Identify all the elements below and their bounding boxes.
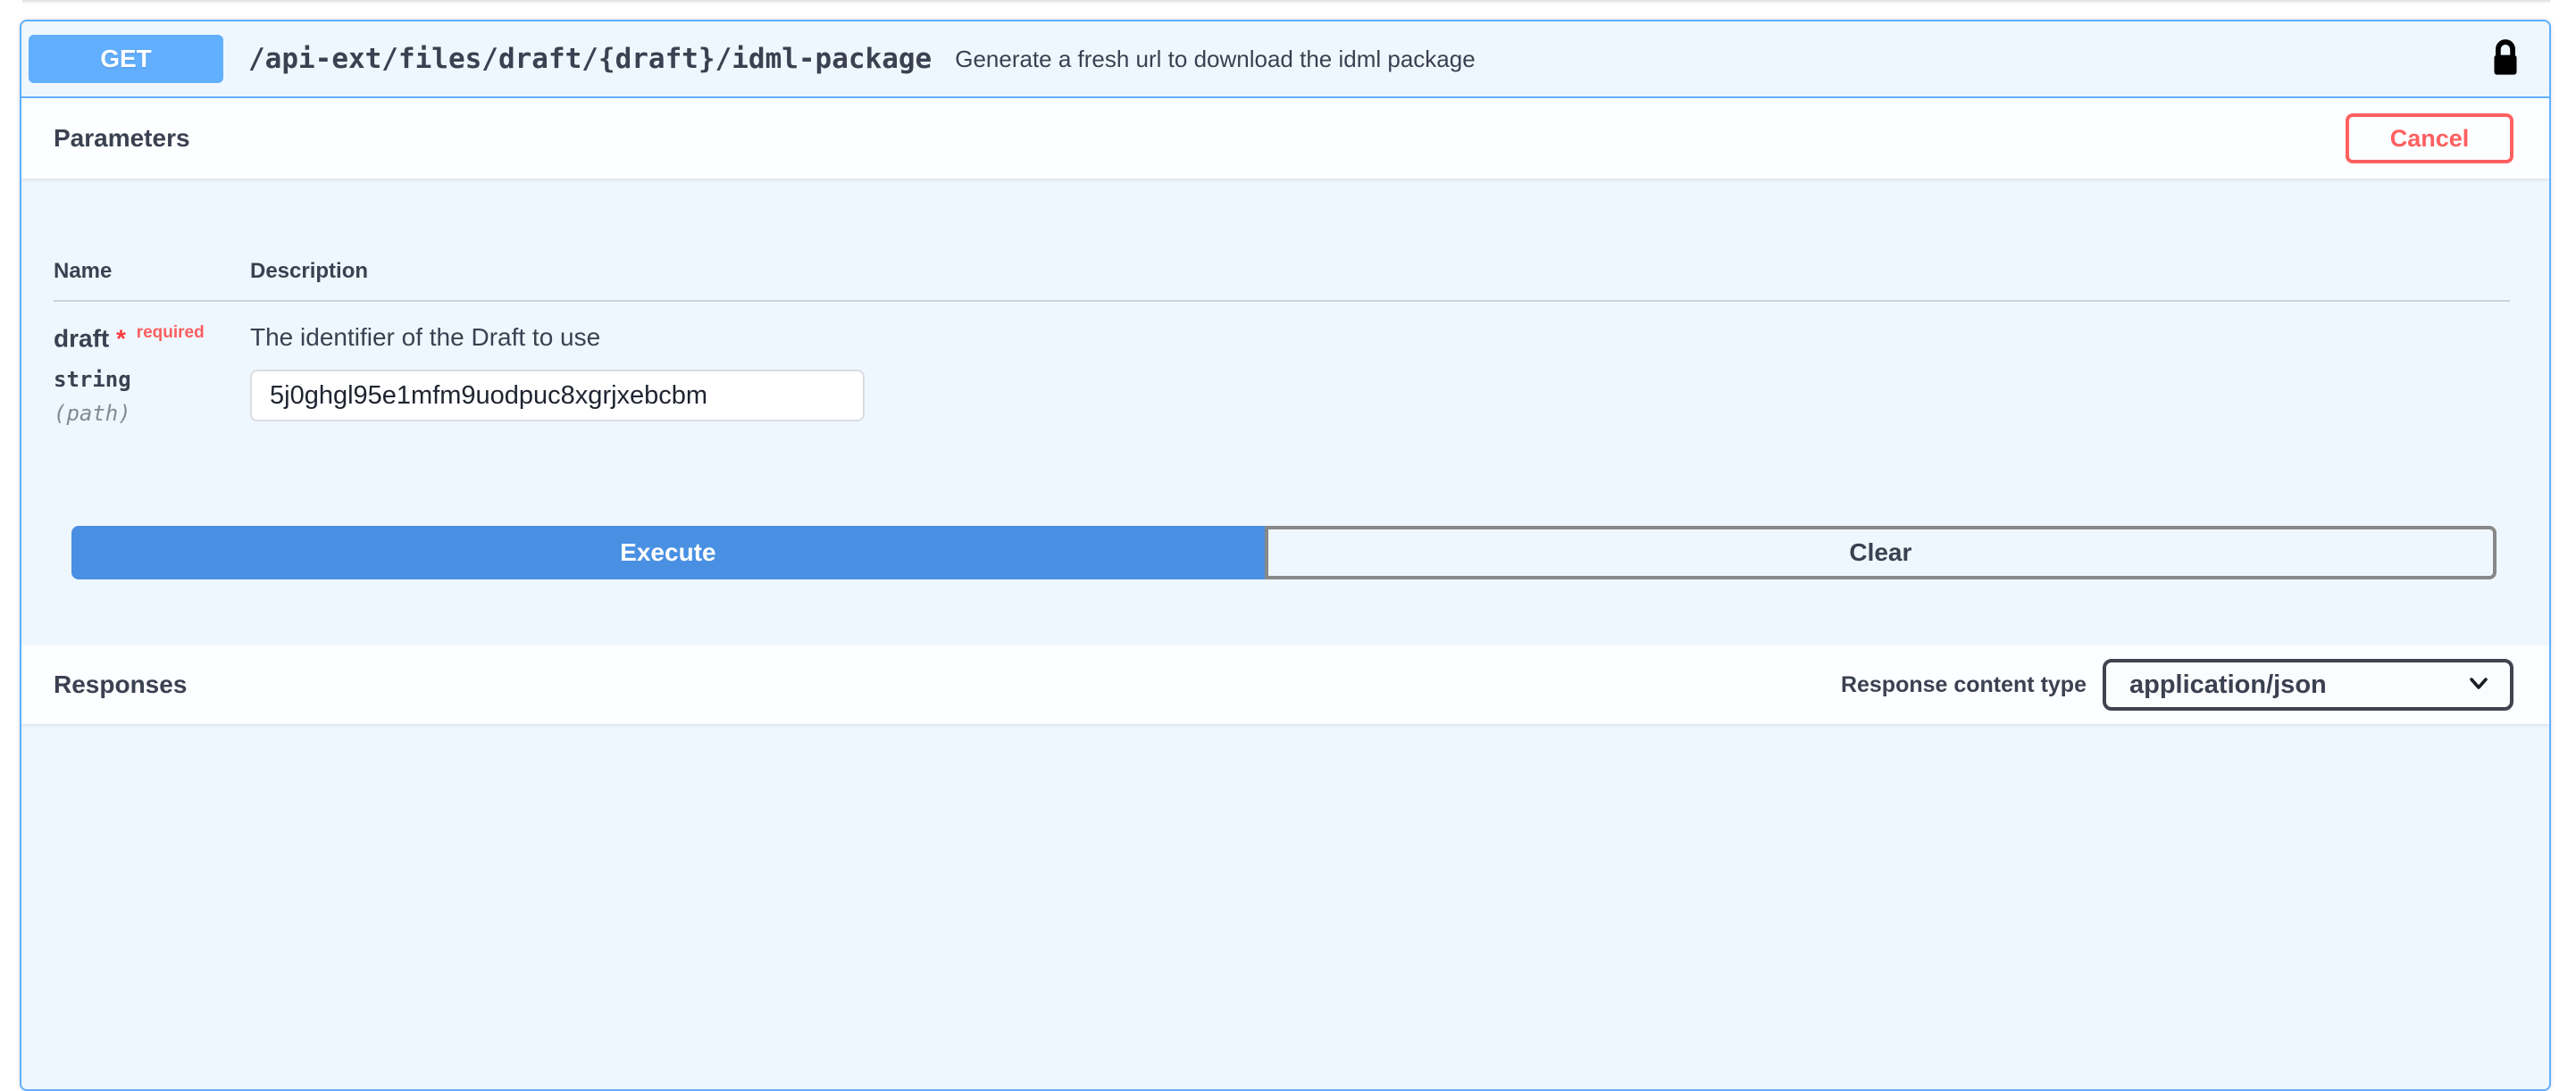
parameters-table-head: Name Description [54,232,2510,302]
draft-parameter-input[interactable] [250,370,865,421]
parameter-description-cell: The identifier of the Draft to use [250,323,2510,426]
response-content-type-select[interactable]: application/json [2103,659,2513,712]
column-header-description: Description [250,259,369,283]
parameters-title: Parameters [54,124,190,152]
responses-section-header: Responses Response content type applicat… [21,645,2549,725]
parameters-table: Name Description draft * required string… [21,179,2549,426]
clear-button[interactable]: Clear [1264,526,2497,580]
execute-button-group: Execute Clear [71,526,2497,580]
previous-block-bottom-edge [22,0,2550,2]
parameter-type: string [54,367,131,393]
endpoint-description: Generate a fresh url to download the idm… [955,45,1476,72]
opblock-get: GET /api-ext/files/draft/{draft}/idml-pa… [20,20,2551,1091]
endpoint-path: /api-ext/files/draft/{draft}/idml-packag… [248,43,933,75]
response-content-type-control: Response content type application/json [1840,659,2513,712]
execute-button[interactable]: Execute [71,526,1265,580]
response-content-type-label: Response content type [1840,671,2087,697]
cancel-button[interactable]: Cancel [2346,113,2513,163]
parameter-meta-cell: draft * required string (path) [54,323,250,426]
endpoint-summary-bar[interactable]: GET /api-ext/files/draft/{draft}/idml-pa… [21,21,2549,98]
parameter-location: (path) [54,401,131,427]
required-label: required [136,323,205,342]
column-header-name: Name [54,259,113,283]
lock-closed-icon [2490,38,2521,80]
auth-lock-button[interactable] [2490,38,2521,80]
chevron-down-icon [2465,670,2492,701]
responses-title: Responses [54,670,188,699]
parameters-section-header: Parameters Cancel [21,98,2549,179]
required-star: * [116,324,126,353]
table-row: draft * required string (path) The ident… [54,302,2510,426]
parameter-name: draft * required [54,323,205,353]
response-content-type-value: application/json [2129,670,2327,699]
responses-body-area [21,724,2549,1045]
http-method-badge: GET [29,35,223,83]
parameter-description: The identifier of the Draft to use [250,323,601,351]
